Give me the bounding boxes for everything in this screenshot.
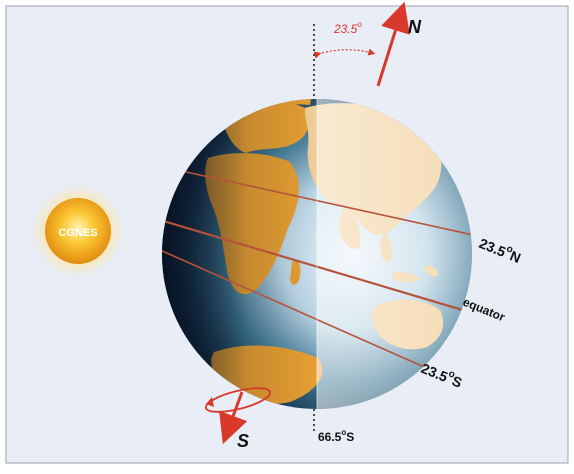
tropic-north-line	[167, 167, 472, 237]
bottom-latitude-label: 66.5oS	[318, 428, 354, 444]
south-axis-arrow	[219, 391, 248, 445]
south-pole-label: S	[237, 431, 249, 451]
tropic-south-line	[162, 249, 441, 375]
rotation-arrow-icon	[205, 387, 271, 413]
north-pole-label: N	[408, 17, 422, 37]
north-axis-arrow	[376, 1, 410, 87]
tilt-angle-label: 23.5o	[333, 20, 362, 36]
tilt-angle-arc	[313, 48, 376, 59]
sun-label: CGNES	[58, 227, 97, 239]
sun-icon	[32, 185, 124, 277]
equator-line	[162, 218, 472, 316]
